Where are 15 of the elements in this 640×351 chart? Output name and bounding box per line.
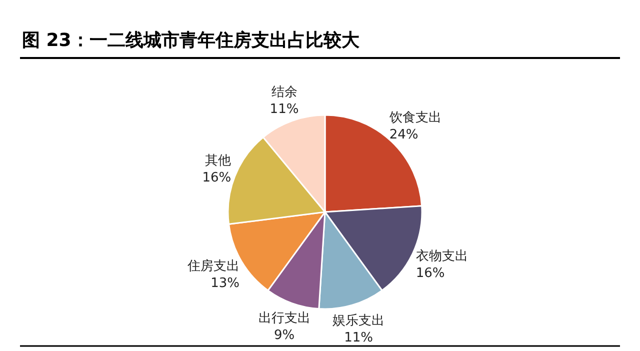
- slice-label: 住房支出: [186, 258, 240, 274]
- data-label: 9%: [274, 328, 295, 344]
- data-label: 13%: [210, 276, 240, 292]
- data-label: 16%: [202, 170, 232, 186]
- slice-label: 出行支出: [258, 311, 310, 326]
- data-label: 24%: [389, 127, 418, 142]
- slice-label: 其他: [205, 154, 232, 169]
- slice-label: 娱乐支出: [332, 314, 385, 329]
- data-label: 16%: [416, 266, 445, 282]
- data-label: 11%: [270, 102, 299, 117]
- chart-title: 图 23：一二线城市青年住房支出占比较大: [22, 30, 360, 51]
- data-label: 11%: [344, 330, 374, 346]
- slice-label: 结余: [271, 84, 298, 100]
- slice-label: 衣物支出: [416, 249, 468, 264]
- slice-label: 饮食支出: [388, 110, 442, 126]
